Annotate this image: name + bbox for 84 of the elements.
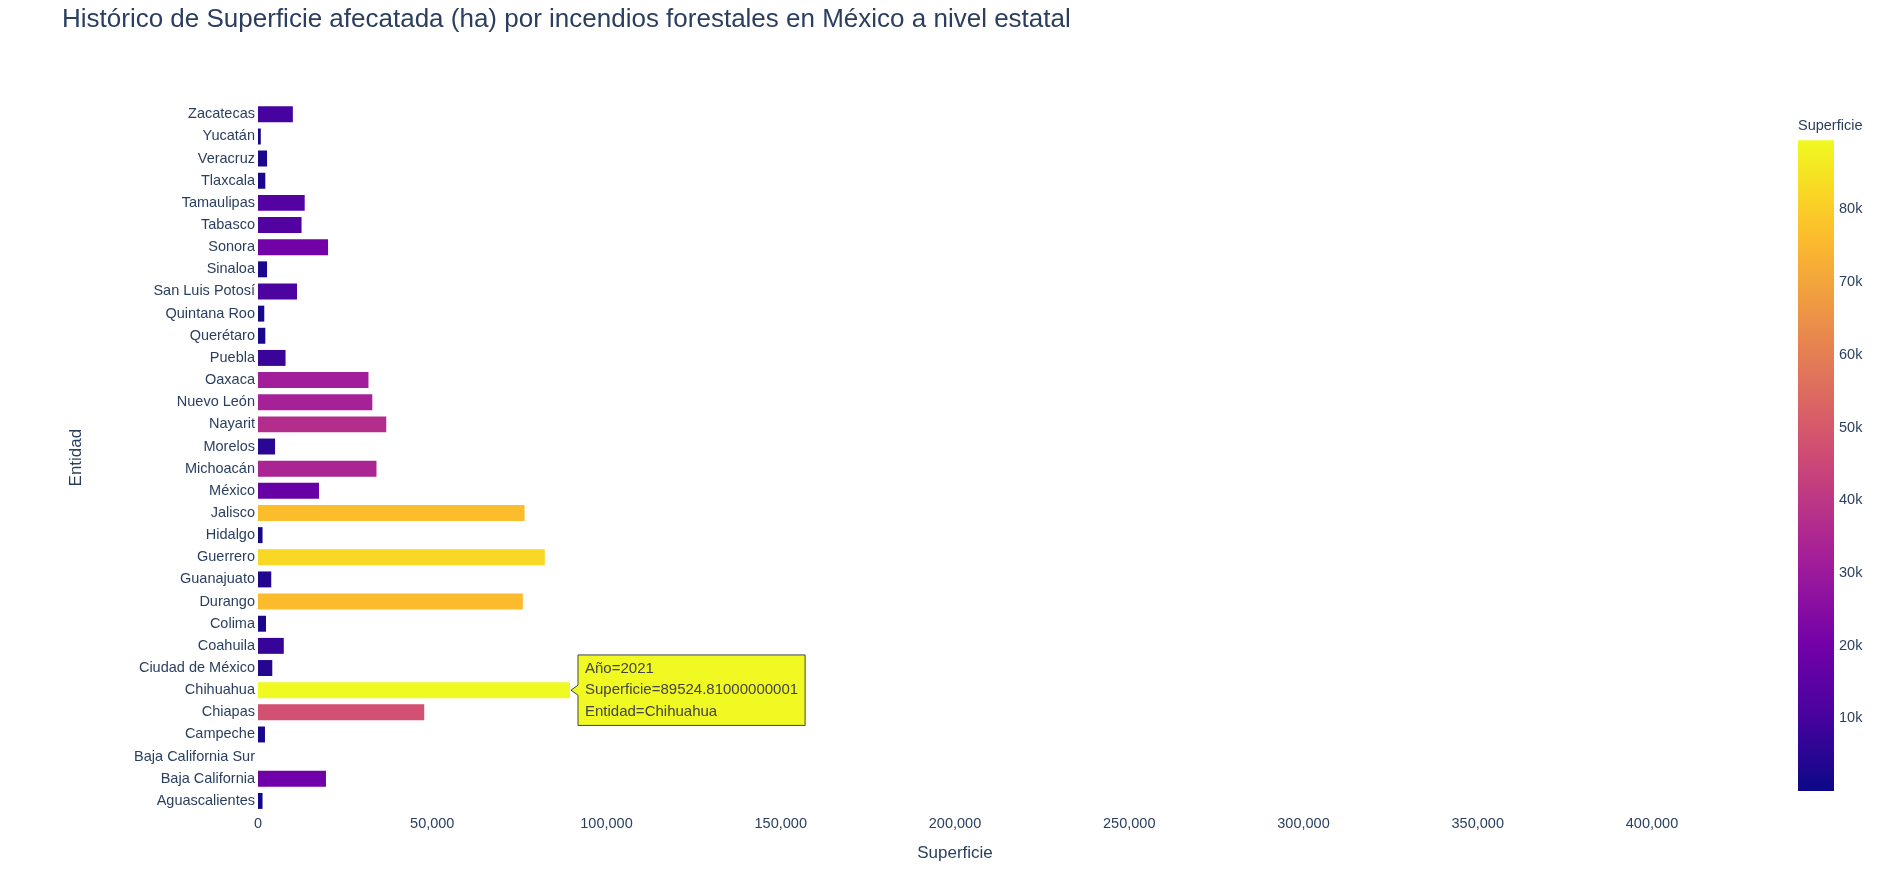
x-tick-label: 400,000	[1625, 814, 1679, 831]
chart-title: Histórico de Superficie afecatada (ha) por incendios forestales en México a nivel estatal	[62, 2, 1071, 33]
y-tick-label: Colima	[209, 614, 256, 631]
y-tick-label: Campeche	[184, 725, 255, 742]
x-tick-label: 50,000	[410, 814, 455, 831]
y-tick-label: Coahuila	[197, 636, 256, 653]
y-tick-label: Tabasco	[200, 216, 255, 233]
y-tick-label: Guanajuato	[180, 570, 255, 587]
bar	[258, 593, 523, 610]
bar	[258, 239, 329, 256]
y-tick-label: San Luis Potosí	[153, 282, 255, 299]
bar	[258, 217, 302, 233]
y-tick-label: Sonora	[208, 238, 256, 255]
y-tick-label: Hidalgo	[205, 526, 255, 543]
y-tick-label: México	[209, 481, 255, 498]
y-tick-label: Chihuahua	[184, 681, 256, 698]
color-bar-label: 60k	[1839, 345, 1864, 362]
x-axis-title: Superficie	[917, 843, 993, 863]
y-tick-label: Aguascalientes	[156, 791, 255, 808]
y-tick-label: Durango	[199, 592, 255, 609]
y-axis-title: Entidad	[65, 428, 85, 487]
bar	[258, 305, 265, 322]
y-tick-label: Zacatecas	[188, 105, 255, 122]
bar	[258, 283, 298, 300]
x-tick-label: 250,000	[1103, 814, 1156, 831]
bar	[258, 527, 263, 544]
y-tick-label: Oaxaca	[205, 371, 256, 388]
x-tick-label: 0	[253, 814, 263, 831]
y-tick-label: Yucatán	[202, 127, 255, 144]
x-tick-label: 300,000	[1277, 814, 1330, 831]
y-tick-label: Tlaxcala	[201, 171, 256, 188]
bar	[258, 172, 266, 189]
x-tick-label: 150,000	[754, 814, 807, 831]
bar	[258, 194, 305, 211]
bar	[258, 438, 276, 455]
bar	[258, 637, 284, 654]
bar	[258, 372, 369, 389]
color-bar-label: 80k	[1839, 200, 1864, 217]
bar	[258, 770, 326, 787]
y-tick-label: Morelos	[203, 437, 255, 454]
y-tick-label: Tamaulipas	[181, 193, 255, 210]
y-tick-label: Nayarit	[209, 415, 255, 432]
x-tick-label: 100,000	[580, 814, 633, 831]
color-bar-label: 70k	[1839, 273, 1864, 290]
bar	[258, 416, 387, 433]
bar	[258, 128, 261, 145]
y-tick-label: Veracruz	[197, 149, 255, 166]
bar	[258, 704, 425, 721]
y-tick-label: Baja California	[160, 769, 256, 786]
y-tick-label: Chiapas	[201, 703, 255, 720]
bar	[258, 327, 266, 344]
color-bar-label: 30k	[1839, 563, 1864, 580]
y-tick-label: Quintana Roo	[165, 304, 255, 321]
color-bar-label: 50k	[1839, 418, 1864, 435]
annotation: Año=2021 Superficie=89524.81000000001 Entidad=Chihuahua	[584, 658, 799, 719]
y-tick-label: Nuevo León	[176, 393, 255, 410]
bar	[258, 261, 268, 278]
color-bar-label: 10k	[1839, 709, 1864, 726]
y-tick-label: Sinaloa	[206, 260, 256, 277]
y-tick-label: Ciudad de México	[138, 659, 255, 676]
bar	[258, 150, 268, 167]
bar	[258, 394, 373, 411]
bar	[258, 505, 525, 521]
bar	[258, 460, 377, 477]
y-tick-label: Jalisco	[210, 503, 255, 520]
y-tick-label: Michoacán	[184, 459, 255, 476]
color-bar-label: 20k	[1839, 636, 1864, 653]
bar	[258, 792, 263, 809]
y-tick-label: Baja California Sur	[134, 747, 256, 764]
bar	[258, 726, 265, 743]
x-tick-label: 200,000	[928, 814, 982, 831]
bar	[258, 549, 545, 566]
bar	[258, 571, 272, 588]
y-tick-label: Guerrero	[196, 548, 255, 565]
bar	[258, 660, 273, 676]
color-bar-title: Superficie	[1798, 117, 1863, 134]
bar	[258, 106, 293, 123]
y-tick-label: Puebla	[209, 348, 256, 365]
x-tick-label: 350,000	[1451, 814, 1504, 831]
bar	[258, 482, 319, 499]
bar	[258, 615, 267, 632]
y-tick-label: Querétaro	[189, 326, 255, 343]
color-bar-label: 40k	[1839, 491, 1864, 508]
bar	[258, 349, 286, 366]
